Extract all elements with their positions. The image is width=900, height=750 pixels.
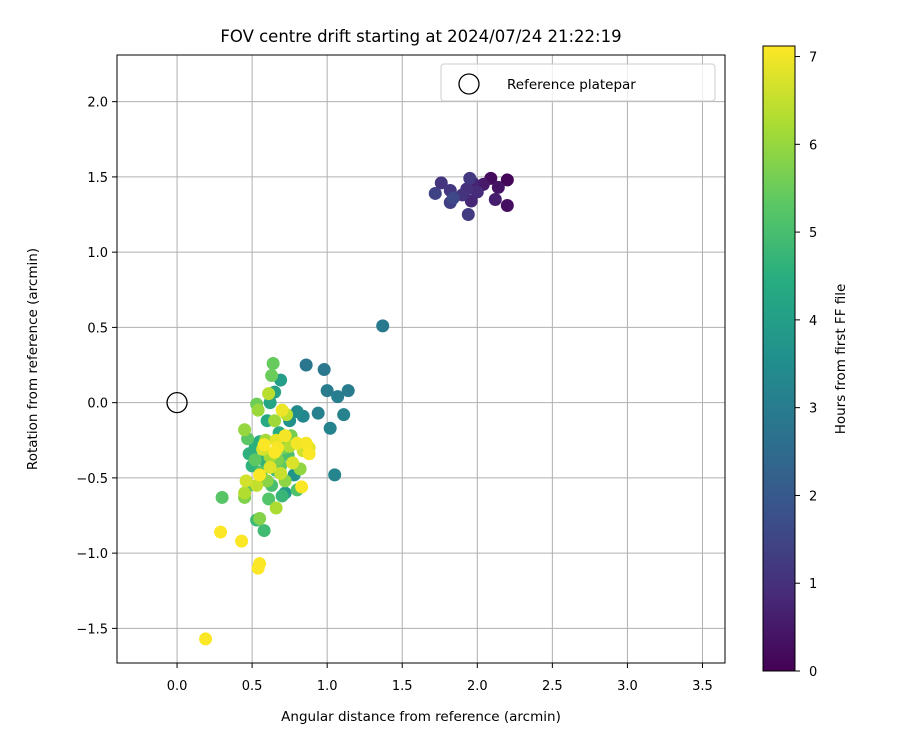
data-point bbox=[428, 186, 442, 200]
data-point bbox=[214, 525, 228, 539]
data-point bbox=[239, 474, 253, 488]
data-point bbox=[331, 390, 345, 404]
colorbar-label: Hours from first FF file bbox=[833, 284, 849, 435]
data-point bbox=[461, 208, 475, 222]
y-tick-label: 2.0 bbox=[87, 96, 108, 111]
colorbar-tick-label: 6 bbox=[809, 138, 817, 153]
data-point bbox=[434, 176, 448, 190]
data-point bbox=[253, 468, 267, 482]
data-point bbox=[328, 468, 342, 482]
data-point bbox=[266, 357, 280, 371]
reference-platepar-marker bbox=[166, 391, 188, 414]
colorbar-tick-label: 4 bbox=[809, 314, 817, 329]
legend-box bbox=[440, 63, 716, 102]
y-axis-ticks: −1.5 −1.0 −0.5 0.0 0.5 1.0 1.5 2.0 bbox=[76, 96, 117, 637]
data-point bbox=[290, 405, 304, 419]
data-point bbox=[376, 319, 390, 333]
y-tick-label: 0.5 bbox=[87, 321, 108, 336]
legend-label: Reference platepar bbox=[507, 77, 636, 93]
x-axis-ticks: 0.0 0.5 1.0 1.5 2.0 2.5 3.0 3.5 bbox=[167, 663, 713, 694]
data-point bbox=[299, 358, 313, 372]
data-point bbox=[311, 406, 325, 420]
x-tick-label: 1.0 bbox=[317, 679, 338, 694]
data-point bbox=[274, 466, 288, 480]
data-point bbox=[250, 478, 264, 492]
data-point bbox=[268, 414, 282, 428]
data-points bbox=[199, 171, 514, 646]
data-point bbox=[446, 191, 460, 205]
data-point bbox=[199, 632, 213, 646]
y-tick-label: 0.0 bbox=[87, 397, 108, 412]
data-point bbox=[262, 387, 276, 401]
x-tick-label: 1.5 bbox=[392, 679, 413, 694]
data-point bbox=[257, 438, 271, 452]
data-point bbox=[238, 423, 252, 437]
data-point bbox=[257, 524, 271, 538]
data-point bbox=[500, 173, 514, 187]
data-point bbox=[215, 490, 229, 504]
data-point bbox=[299, 436, 313, 450]
data-point bbox=[251, 561, 265, 575]
data-point bbox=[275, 489, 289, 503]
data-point bbox=[278, 429, 292, 443]
data-point bbox=[290, 436, 304, 450]
data-point bbox=[337, 408, 351, 422]
data-point bbox=[235, 534, 249, 548]
data-point bbox=[262, 492, 276, 506]
data-point bbox=[323, 421, 337, 435]
colorbar-tick-label: 0 bbox=[809, 665, 817, 680]
colorbar-tick-label: 3 bbox=[809, 402, 817, 417]
x-tick-label: 2.5 bbox=[542, 679, 563, 694]
y-tick-label: 1.0 bbox=[87, 246, 108, 261]
plot-frame bbox=[116, 54, 726, 664]
data-point bbox=[341, 384, 355, 398]
data-point bbox=[269, 501, 283, 515]
y-tick-label: −1.0 bbox=[76, 547, 108, 562]
data-point bbox=[491, 180, 505, 194]
colorbar-tick-label: 5 bbox=[809, 226, 817, 241]
data-point bbox=[317, 363, 331, 377]
data-point bbox=[488, 192, 502, 206]
x-axis-label: Angular distance from reference (arcmin) bbox=[281, 709, 561, 725]
data-point bbox=[251, 403, 265, 417]
data-point bbox=[265, 369, 279, 383]
data-point bbox=[302, 447, 316, 461]
data-point bbox=[500, 198, 514, 212]
data-point bbox=[275, 403, 289, 417]
y-tick-label: 1.5 bbox=[87, 171, 108, 186]
colorbar-ticks: 0 1 2 3 4 5 6 7 bbox=[795, 51, 817, 680]
data-point bbox=[470, 185, 484, 199]
colorbar-gradient bbox=[762, 45, 796, 672]
y-axis-label: Rotation from reference (arcmin) bbox=[25, 248, 41, 470]
data-point bbox=[268, 445, 282, 459]
data-point bbox=[238, 486, 252, 500]
chart-title: FOV centre drift starting at 2024/07/24 … bbox=[220, 27, 621, 46]
colorbar-tick-label: 7 bbox=[809, 51, 817, 66]
data-point bbox=[263, 460, 277, 474]
x-tick-label: 3.0 bbox=[617, 679, 638, 694]
y-tick-label: −0.5 bbox=[76, 472, 108, 487]
data-point bbox=[295, 480, 309, 494]
x-tick-label: 0.0 bbox=[167, 679, 188, 694]
data-point bbox=[248, 453, 262, 467]
data-point bbox=[286, 456, 300, 470]
y-tick-label: −1.5 bbox=[76, 622, 108, 637]
colorbar: 0 1 2 3 4 5 6 7 Hours from first FF file bbox=[762, 45, 849, 680]
legend: Reference platepar bbox=[440, 63, 716, 102]
data-point bbox=[463, 171, 477, 185]
legend-marker-icon bbox=[458, 73, 480, 95]
x-tick-label: 3.5 bbox=[692, 679, 713, 694]
x-tick-label: 0.5 bbox=[242, 679, 263, 694]
data-point bbox=[253, 512, 267, 526]
x-tick-label: 2.0 bbox=[467, 679, 488, 694]
colorbar-tick-label: 1 bbox=[809, 577, 817, 592]
grid bbox=[117, 55, 725, 663]
colorbar-tick-label: 2 bbox=[809, 489, 817, 504]
data-point bbox=[320, 384, 334, 398]
